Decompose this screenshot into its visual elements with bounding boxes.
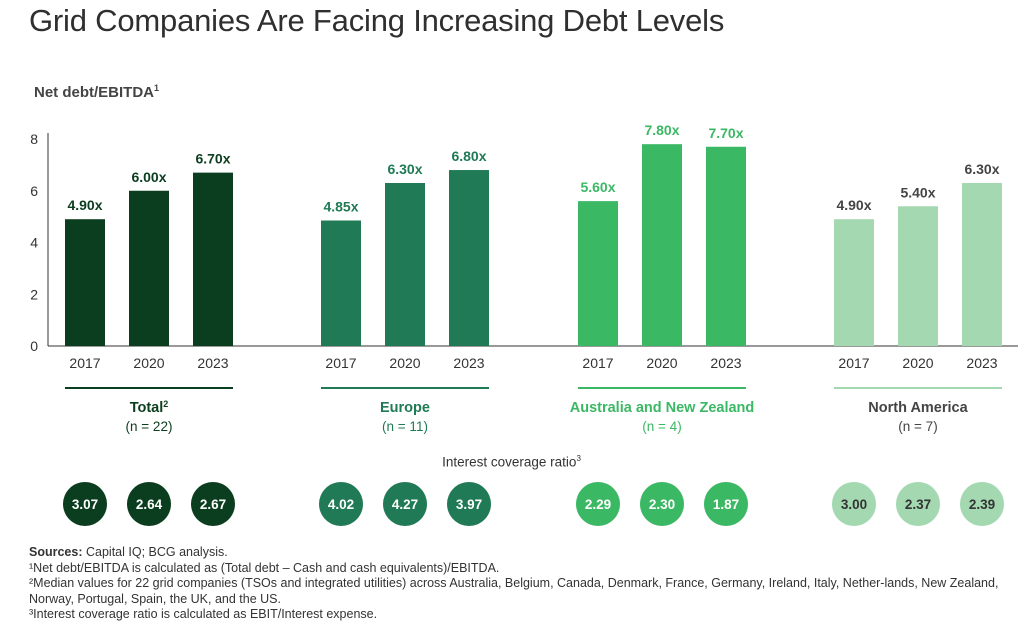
bar [65,219,105,346]
group-name: Australia and New Zealand [570,400,755,416]
bar [578,201,618,346]
y-axis-label: Net debt/EBITDA1 [34,83,159,101]
y-tick-label: 6 [30,183,38,199]
x-tick-label: 2020 [133,355,164,371]
y-tick-label: 8 [30,131,38,147]
interest-coverage-circle [896,482,940,526]
group-name: Total2 [130,399,169,416]
interest-coverage-value: 4.02 [328,497,354,512]
x-tick-label: 2023 [453,355,484,371]
interest-coverage-value: 3.07 [72,497,98,512]
interest-coverage-circle [319,482,363,526]
bar-data-label: 7.70x [708,125,743,141]
group-name: North America [868,400,968,416]
x-tick-label: 2023 [197,355,228,371]
y-tick-label: 4 [30,235,38,251]
x-tick-label: 2023 [710,355,741,371]
interest-coverage-value: 2.30 [649,497,675,512]
interest-coverage-value: 2.37 [905,497,931,512]
bar [385,182,425,346]
bar [898,206,938,346]
bar-data-label: 6.30x [387,161,422,177]
y-axis-label-text: Net debt/EBITDA [34,84,154,101]
x-tick-label: 2020 [646,355,677,371]
bar [449,170,489,346]
bar [962,182,1002,346]
group-sample-size: (n = 4) [642,419,681,434]
bar [834,219,874,346]
footnotes: Sources: Capital IQ; BCG analysis. ¹Net … [29,545,1009,623]
bar [642,144,682,346]
x-tick-label: 2023 [966,355,997,371]
bar-data-label: 6.70x [195,151,230,167]
interest-coverage-circle [383,482,427,526]
bar-data-label: 4.85x [323,199,358,215]
interest-coverage-circle [447,482,491,526]
group-name-footnote: 2 [163,399,168,409]
bar-chart: 0 2 4 6 8 4.90x 2017 3.07 6.00x 2020 2.64 6.70x 2023… [30,122,1018,526]
chart-title: Grid Companies Are Facing Increasing Deb… [29,3,725,38]
group-sample-size: (n = 22) [126,419,173,434]
bar-data-label: 6.30x [964,161,999,177]
interest-coverage-value: 2.39 [969,497,995,512]
y-tick-label: 0 [30,338,38,354]
interest-coverage-circle [63,482,107,526]
footnote-3: ³Interest coverage ratio is calculated a… [29,607,378,621]
interest-coverage-circle [127,482,171,526]
bar [706,146,746,346]
y-tick-label: 2 [30,286,38,302]
x-tick-label: 2020 [902,355,933,371]
footnote-2: ²Median values for 22 grid companies (TS… [29,576,999,606]
bar [193,172,233,346]
interest-coverage-circle [832,482,876,526]
footnote-1: ¹Net debt/EBITDA is calculated as (Total… [29,560,500,575]
x-tick-label: 2017 [838,355,869,371]
sources-text: Capital IQ; BCG analysis. [85,545,228,559]
interest-coverage-value: 2.64 [136,497,163,512]
bar-data-label: 6.80x [451,148,486,164]
bar-data-label: 4.90x [836,197,871,213]
bar-data-label: 5.60x [580,179,615,195]
interest-coverage-value: 3.97 [456,497,482,512]
bar-data-label: 5.40x [900,184,935,200]
interest-coverage-label: Interest coverage ratio3 [0,454,1023,470]
sources-line: Sources: Capital IQ; BCG analysis. [29,545,1009,561]
group-name: Europe [380,400,430,416]
x-tick-label: 2017 [582,355,613,371]
interest-coverage-value: 1.87 [713,497,739,512]
x-tick-label: 2017 [325,355,356,371]
bar [129,190,169,346]
interest-coverage-label-footnote: 3 [576,454,581,463]
group-sample-size: (n = 11) [382,419,428,434]
group-sample-size: (n = 7) [898,419,937,434]
interest-coverage-circle [191,482,235,526]
interest-coverage-circle [640,482,684,526]
interest-coverage-value: 2.67 [200,497,226,512]
interest-coverage-value: 4.27 [392,497,418,512]
bar-data-label: 7.80x [644,122,679,138]
bar [321,220,361,346]
y-axis-label-footnote: 1 [154,83,160,93]
interest-coverage-label-text: Interest coverage ratio [442,454,577,470]
interest-coverage-value: 2.29 [585,497,611,512]
sources-label: Sources: [29,545,83,559]
interest-coverage-circle [704,482,748,526]
interest-coverage-circle [960,482,1004,526]
bar-data-label: 6.00x [131,169,166,185]
bar-data-label: 4.90x [67,197,102,213]
x-tick-label: 2020 [389,355,420,371]
interest-coverage-value: 3.00 [841,497,867,512]
interest-coverage-circle [576,482,620,526]
x-tick-label: 2017 [69,355,100,371]
